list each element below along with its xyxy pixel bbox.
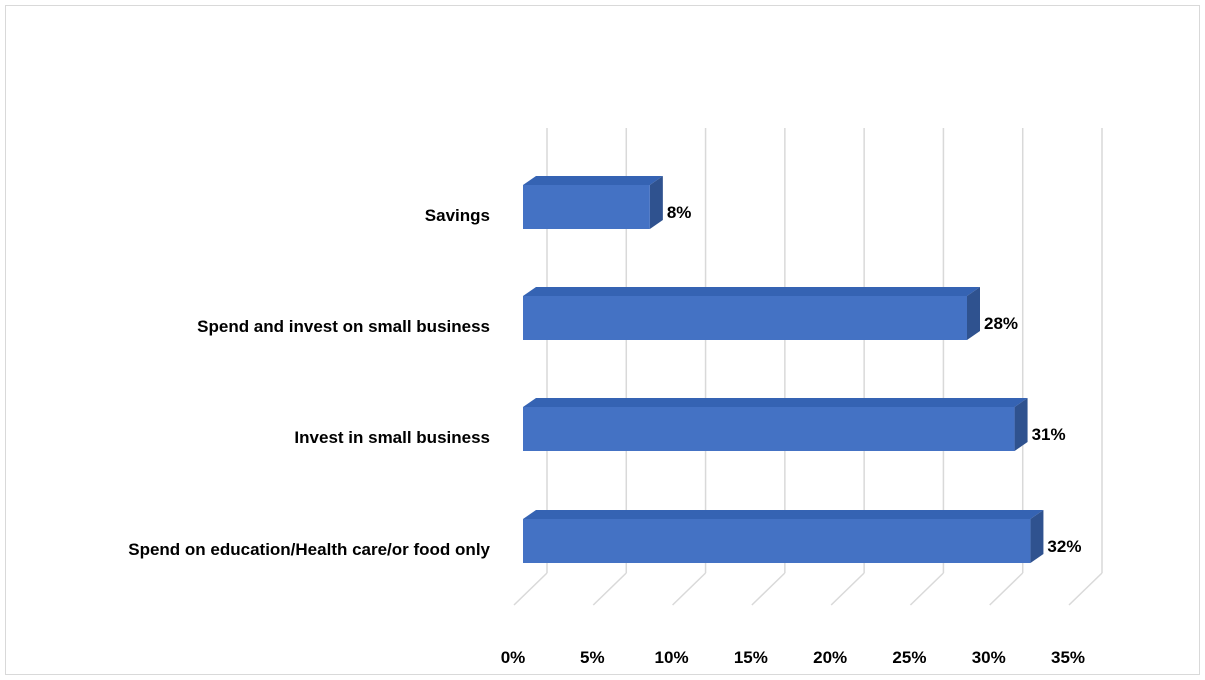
- bar-side-face: [967, 287, 980, 340]
- bar: [523, 407, 1015, 451]
- bar-top-face: [523, 176, 663, 185]
- bar-side-face: [1014, 398, 1028, 451]
- bar: [523, 519, 1031, 563]
- data-labels: 8% 28% 31% 32%: [667, 203, 1082, 556]
- floor-gridline: [751, 572, 786, 606]
- x-tick-label: 25%: [892, 648, 926, 667]
- bar-top-face: [523, 398, 1028, 407]
- floor-gridline: [672, 572, 707, 606]
- floor-gridline: [1068, 572, 1103, 606]
- x-axis-tick-labels: 0% 5% 10% 15% 20% 25% 30% 35%: [501, 648, 1085, 667]
- x-tick-label: 5%: [580, 648, 605, 667]
- floor-gridline: [909, 572, 944, 606]
- bar-group: [523, 398, 1028, 451]
- x-tick-label: 0%: [501, 648, 526, 667]
- bars: [523, 176, 1044, 563]
- bar-group: [523, 510, 1044, 563]
- floor-gridline: [830, 572, 865, 606]
- data-label: 32%: [1047, 537, 1081, 556]
- bar-group: [523, 176, 663, 229]
- bar-top-face: [523, 510, 1044, 519]
- floor-gridline: [989, 572, 1024, 606]
- category-label: Spend and invest on small business: [197, 317, 490, 336]
- bar-side-face: [1030, 510, 1044, 563]
- data-label: 8%: [667, 203, 692, 222]
- category-label: Invest in small business: [294, 428, 490, 447]
- floor-gridlines: [513, 572, 1103, 606]
- x-tick-label: 35%: [1051, 648, 1085, 667]
- x-tick-label: 20%: [813, 648, 847, 667]
- bar: [523, 296, 967, 340]
- x-tick-label: 15%: [734, 648, 768, 667]
- bar-top-face: [523, 287, 980, 296]
- bar: [523, 185, 650, 229]
- floor-gridline: [513, 572, 548, 606]
- floor-gridline: [592, 572, 627, 606]
- x-tick-label: 10%: [655, 648, 689, 667]
- bar-side-face: [649, 176, 663, 229]
- data-label: 31%: [1032, 425, 1066, 444]
- bar-group: [523, 287, 980, 340]
- data-label: 28%: [984, 314, 1018, 333]
- category-label: Savings: [425, 206, 490, 225]
- category-labels: Savings Spend and invest on small busines…: [128, 206, 490, 559]
- category-label: Spend on education/Health care/or food o…: [128, 540, 490, 559]
- x-tick-label: 30%: [972, 648, 1006, 667]
